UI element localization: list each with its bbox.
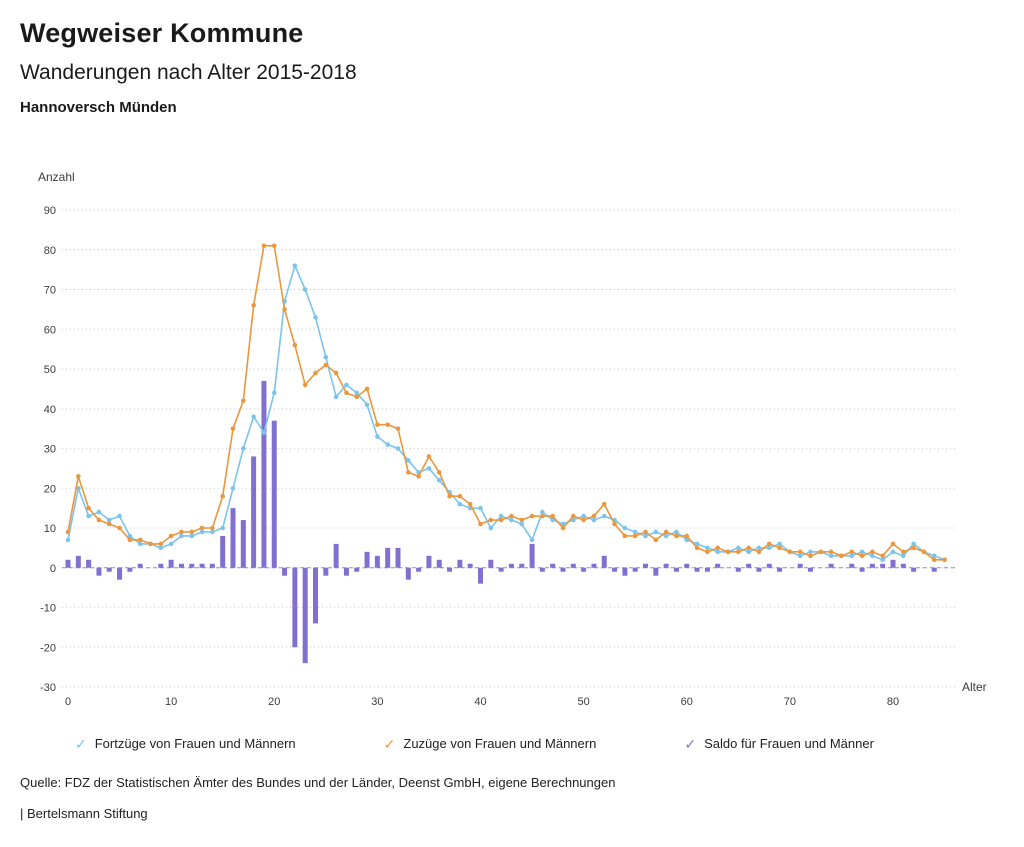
chart-legend: ✓ Fortzüge von Frauen und Männern ✓ Zuzü… [75, 736, 874, 751]
svg-text:20: 20 [44, 483, 56, 495]
legend-item-zuzuege[interactable]: ✓ Zuzüge von Frauen und Männern [384, 736, 597, 751]
legend-item-saldo[interactable]: ✓ Saldo für Frauen und Männer [684, 736, 874, 751]
zuzuege-check-icon: ✓ [383, 735, 396, 752]
svg-text:20: 20 [268, 696, 280, 708]
chart-canvas: -30 -20 -10 0 10 20 30 40 50 60 70 80 90 0 10 20 30 40 50 6… [38, 170, 987, 708]
migration-age-chart: -30 -20 -10 0 10 20 30 40 50 60 70 80 90 0 10 20 30 40 50 6… [0, 165, 1024, 725]
svg-text:80: 80 [887, 696, 899, 708]
source-note: Quelle: FDZ der Statistischen Ämter des … [20, 775, 616, 790]
brand-note: | Bertelsmann Stiftung [20, 806, 148, 821]
svg-text:90: 90 [44, 205, 56, 217]
legend-label-fortzuege: Fortzüge von Frauen und Männern [94, 736, 296, 751]
svg-text:30: 30 [371, 696, 383, 708]
saldo-check-icon: ✓ [684, 735, 697, 752]
page-title: Wegweiser Kommune [20, 18, 304, 48]
svg-text:10: 10 [165, 696, 177, 708]
svg-text:50: 50 [44, 364, 56, 376]
region-name: Hannoversch Münden [20, 99, 177, 116]
svg-text:30: 30 [44, 444, 56, 456]
legend-label-zuzuege: Zuzüge von Frauen und Männern [403, 736, 597, 751]
svg-text:50: 50 [578, 696, 590, 708]
svg-text:70: 70 [784, 696, 796, 708]
svg-text:60: 60 [681, 696, 693, 708]
svg-text:10: 10 [44, 523, 56, 535]
chart-subtitle: Wanderungen nach Alter 2015-2018 [20, 61, 357, 84]
svg-text:40: 40 [474, 696, 486, 708]
svg-text:-10: -10 [40, 603, 56, 615]
legend-label-saldo: Saldo für Frauen und Männer [704, 736, 874, 751]
svg-text:Anzahl: Anzahl [38, 170, 75, 184]
svg-text:40: 40 [44, 404, 56, 416]
svg-text:0: 0 [65, 696, 71, 708]
svg-text:60: 60 [44, 324, 56, 336]
header: Wegweiser Kommune Wanderungen nach Alter… [20, 18, 357, 116]
svg-text:0: 0 [50, 563, 56, 575]
svg-text:-20: -20 [40, 642, 56, 654]
svg-text:Alter: Alter [962, 680, 987, 694]
fortzuege-check-icon: ✓ [75, 735, 87, 752]
svg-text:70: 70 [44, 285, 56, 297]
legend-item-fortzuege[interactable]: ✓ Fortzüge von Frauen und Männern [75, 736, 296, 751]
svg-text:80: 80 [44, 245, 56, 257]
svg-text:-30: -30 [40, 682, 56, 694]
